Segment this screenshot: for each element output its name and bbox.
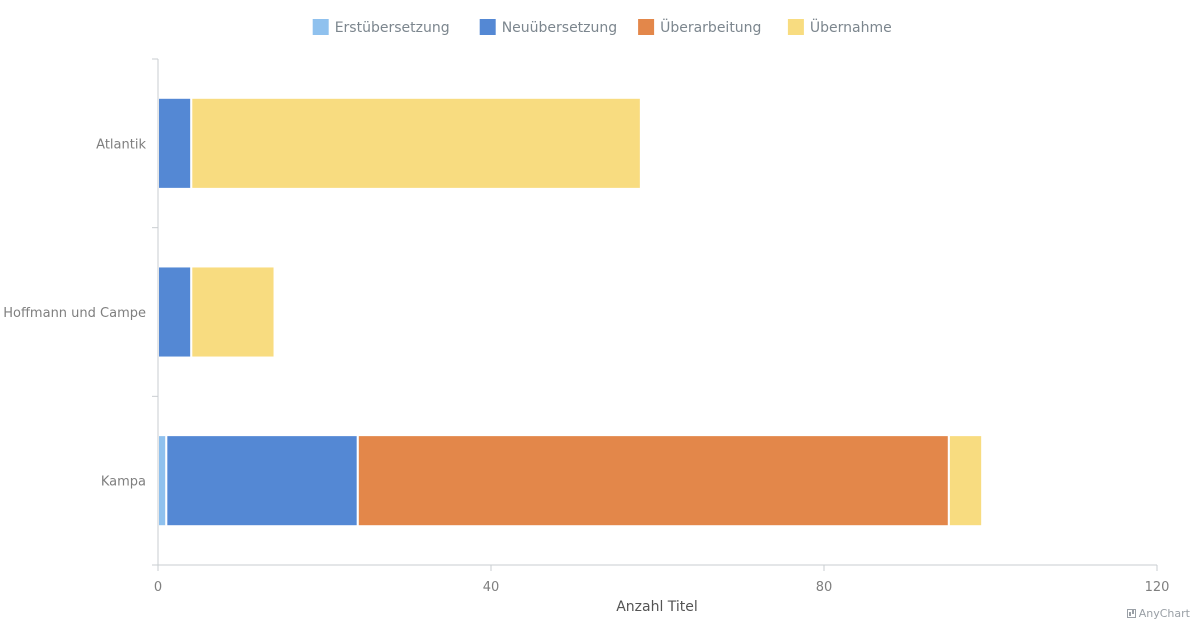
- legend-swatch[interactable]: [479, 19, 496, 35]
- x-tick-label: 40: [483, 580, 500, 595]
- bar-segment[interactable]: [157, 96, 193, 190]
- y-category-label: Atlantik: [96, 137, 146, 152]
- bar-segment[interactable]: [157, 434, 168, 528]
- credit-label: AnyChart: [1138, 607, 1190, 620]
- y-category-label: Kampa: [101, 475, 146, 490]
- bar-segment[interactable]: [356, 434, 950, 528]
- legend-label[interactable]: Übernahme: [810, 18, 892, 36]
- bar-segment[interactable]: [165, 434, 359, 528]
- bar-segment[interactable]: [157, 265, 193, 359]
- x-tick-label: 0: [154, 580, 162, 595]
- legend-swatch[interactable]: [312, 19, 329, 35]
- x-tick-label: 120: [1145, 580, 1170, 595]
- anychart-credit[interactable]: AnyChart: [1126, 607, 1190, 620]
- x-axis-title: Anzahl Titel: [616, 599, 698, 615]
- y-category-label: Hoffmann und Campe: [3, 306, 146, 321]
- legend-label[interactable]: Überarbeitung: [660, 18, 761, 36]
- legend: Erstübersetzung Neuübersetzung Überarbeitu…: [312, 18, 892, 36]
- bar-segment[interactable]: [190, 96, 642, 190]
- bar-segment[interactable]: [190, 265, 276, 359]
- legend-swatch[interactable]: [787, 19, 804, 35]
- chart-logo-icon: [1126, 609, 1136, 618]
- x-tick-label: 80: [816, 580, 833, 595]
- bars-layer: [157, 96, 984, 528]
- bar-segment[interactable]: [947, 434, 984, 528]
- axes-layer: 0 40 80 120 Atlantik Hoffmann und Campe Kampa: [3, 58, 1170, 595]
- legend-label[interactable]: Neuübersetzung: [502, 20, 617, 36]
- legend-label[interactable]: Erstübersetzung: [335, 20, 450, 36]
- legend-swatch[interactable]: [638, 19, 655, 35]
